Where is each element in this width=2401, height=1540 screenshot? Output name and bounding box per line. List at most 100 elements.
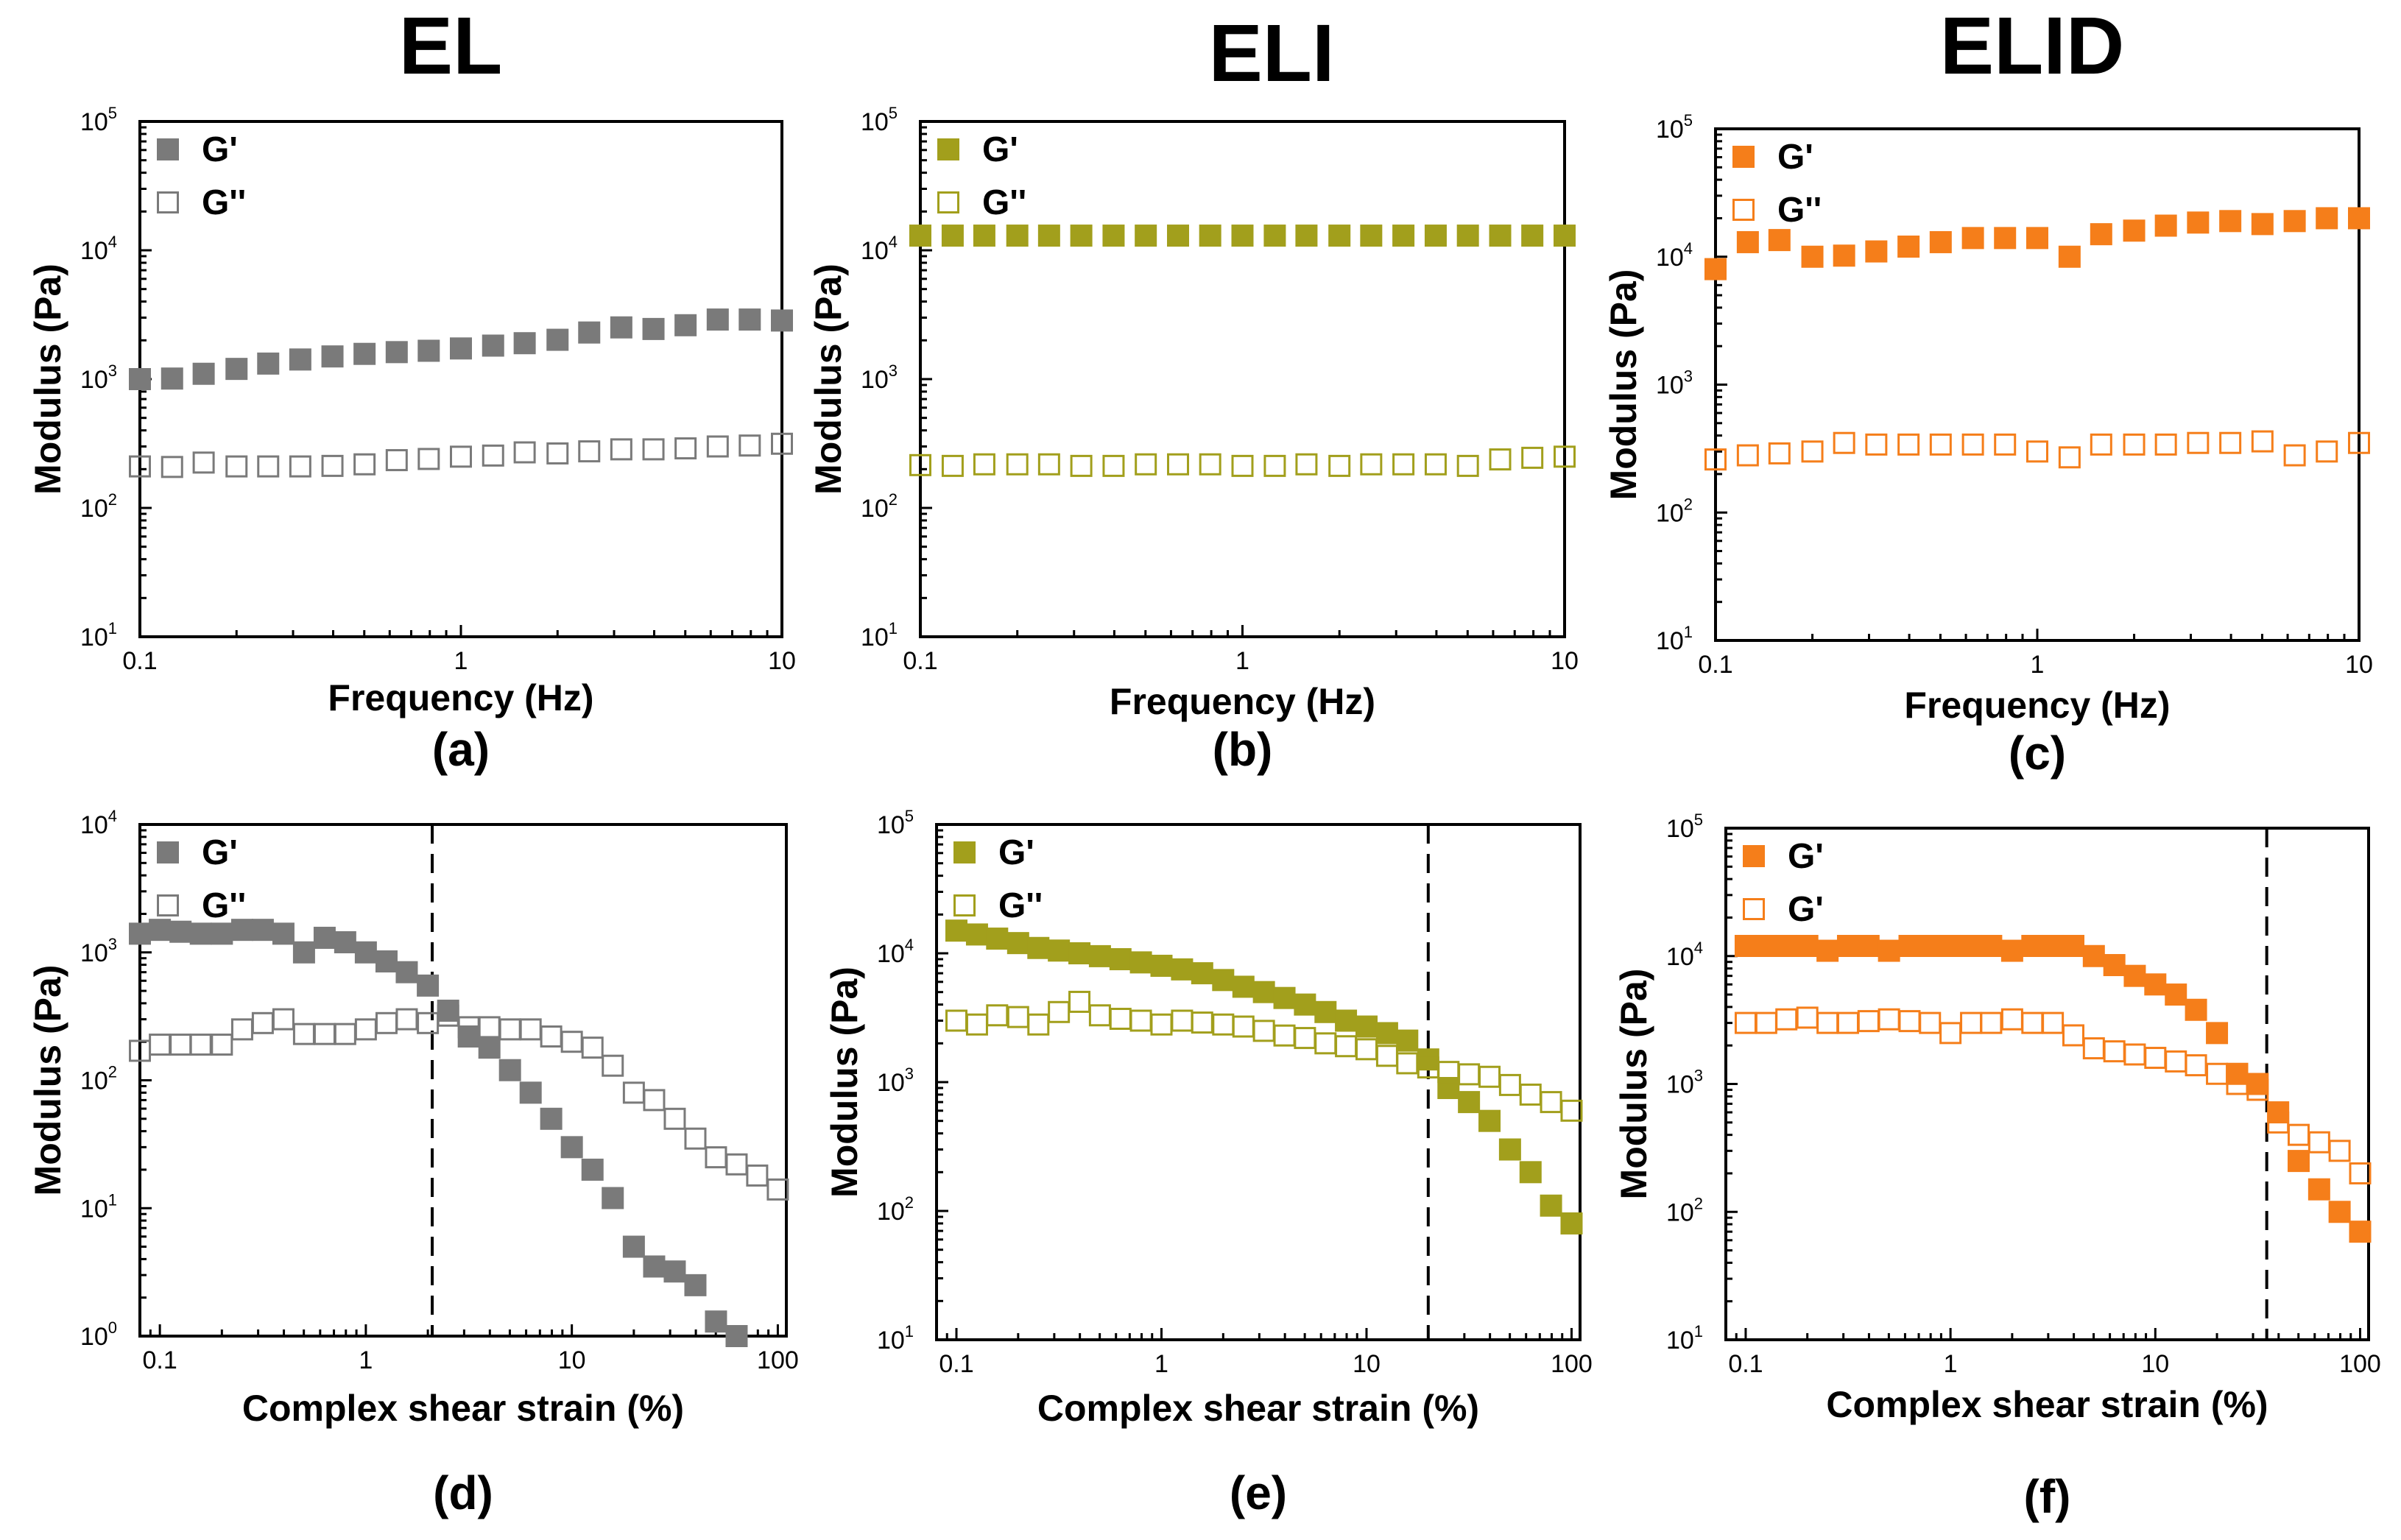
data-point-g-prime xyxy=(2307,1178,2330,1201)
y-tick-label: 104 xyxy=(1666,939,1703,971)
data-point-g-double-prime xyxy=(513,441,536,464)
data-point-g-prime xyxy=(292,941,315,964)
data-point-g-prime xyxy=(129,922,151,945)
data-point-g-double-prime xyxy=(986,1004,1009,1027)
data-point-g-prime xyxy=(1328,225,1351,247)
y-tick-label: 103 xyxy=(861,361,898,394)
data-point-g-double-prime xyxy=(1519,1083,1542,1106)
data-point-g-double-prime xyxy=(1231,454,1254,477)
data-point-g-prime xyxy=(1775,934,1798,957)
series-g-prime xyxy=(909,225,1576,247)
data-point-g-prime xyxy=(1129,951,1152,974)
data-point-g-double-prime xyxy=(450,445,472,468)
data-point-g-double-prime xyxy=(1768,442,1791,465)
data-point-g-prime xyxy=(705,1310,727,1333)
data-point-g-double-prime xyxy=(1088,1004,1111,1027)
data-point-g-prime xyxy=(1704,258,1727,280)
legend-marker-filled xyxy=(1743,845,1765,867)
data-point-g-double-prime xyxy=(1796,1006,1819,1029)
data-point-g-prime xyxy=(1392,225,1415,247)
data-point-g-double-prime xyxy=(2348,431,2370,454)
data-point-g-double-prime xyxy=(1540,1091,1562,1114)
legend-label: G' xyxy=(1788,837,1824,876)
data-point-g-double-prime xyxy=(482,444,504,467)
series-g-prime xyxy=(129,919,748,1347)
data-point-g-prime xyxy=(395,961,418,983)
x-axis-label: Frequency (Hz) xyxy=(1110,681,1375,722)
data-point-g-double-prime xyxy=(1801,440,1824,463)
data-point-g-prime xyxy=(725,1325,748,1347)
data-point-g-prime xyxy=(313,926,336,949)
data-point-g-prime xyxy=(1068,942,1091,964)
y-tick-label: 103 xyxy=(80,935,117,967)
y-tick-label: 101 xyxy=(1656,623,1693,655)
data-point-g-double-prime xyxy=(478,1016,501,1039)
data-point-g-prime xyxy=(272,922,295,945)
data-point-g-double-prime xyxy=(1232,1015,1255,1038)
legend-label: G' xyxy=(1788,890,1824,929)
data-point-g-prime xyxy=(1929,230,1952,253)
legend-label: G'' xyxy=(1777,191,1822,230)
data-point-g-double-prime xyxy=(1375,1045,1398,1067)
data-point-g-double-prime xyxy=(2328,1140,2351,1162)
y-tick-label: 101 xyxy=(877,1322,914,1354)
data-point-g-double-prime xyxy=(417,1011,440,1034)
data-point-g-prime xyxy=(1554,225,1576,247)
legend-marker-filled xyxy=(157,138,179,160)
data-point-g-double-prime xyxy=(1171,1009,1194,1032)
x-axis-label: Complex shear strain (%) xyxy=(242,1388,684,1429)
data-point-g-double-prime xyxy=(941,454,964,477)
data-point-g-prime xyxy=(321,345,344,368)
data-point-g-prime xyxy=(546,328,569,351)
data-point-g-double-prime xyxy=(1857,1010,1880,1033)
series-g-prime xyxy=(129,308,793,390)
data-point-g-double-prime xyxy=(581,1036,604,1059)
data-point-g-prime xyxy=(1167,225,1190,247)
x-tick-label: 0.1 xyxy=(1698,651,1732,679)
data-point-g-prime xyxy=(129,368,151,390)
x-tick-label: 10 xyxy=(1353,1350,1381,1378)
data-point-g-double-prime xyxy=(1734,1011,1757,1034)
panel-a: 0.1 1 10 101 102 103 104 105 Frequency (Hz) Modul… xyxy=(27,104,796,776)
data-point-g-prime xyxy=(2144,973,2167,996)
data-point-g-prime xyxy=(2090,223,2112,246)
data-point-g-prime xyxy=(1006,225,1029,247)
data-point-g-prime xyxy=(1768,229,1791,252)
data-point-g-prime xyxy=(1273,986,1296,1009)
x-tick-label: 100 xyxy=(757,1346,799,1374)
panel-d: 0.1 1 10 100 100 101 102 103 104 Complex shear st… xyxy=(27,807,799,1519)
data-point-g-prime xyxy=(149,919,172,942)
data-point-g-prime xyxy=(2246,1073,2269,1095)
x-axis-label: Frequency (Hz) xyxy=(1904,685,2170,726)
data-point-g-prime xyxy=(1489,225,1512,247)
data-point-g-prime xyxy=(1919,934,1942,957)
data-point-g-prime xyxy=(602,1187,624,1209)
y-axis-label: Modulus (Pa) xyxy=(1603,269,1644,501)
data-point-g-double-prime xyxy=(1865,433,1888,456)
data-point-g-double-prime xyxy=(2090,433,2112,456)
data-point-g-prime xyxy=(560,1136,583,1159)
data-point-g-double-prime xyxy=(2154,433,2177,456)
data-point-g-prime xyxy=(1360,225,1383,247)
x-tick-label: 0.1 xyxy=(122,647,157,675)
data-point-g-double-prime xyxy=(578,440,601,463)
data-point-g-prime xyxy=(1027,936,1050,959)
data-point-g-double-prime xyxy=(1314,1032,1337,1055)
data-point-g-prime xyxy=(1088,944,1111,967)
x-tick-label: 100 xyxy=(2339,1350,2381,1378)
data-point-g-double-prime xyxy=(1150,1013,1173,1036)
data-point-g-double-prime xyxy=(192,451,215,474)
data-point-g-double-prime xyxy=(289,455,311,478)
y-axis-label: Modulus (Pa) xyxy=(824,967,865,1198)
data-point-g-prime xyxy=(334,930,356,953)
data-point-g-double-prime xyxy=(560,1031,583,1053)
data-point-g-double-prime xyxy=(1898,1010,1921,1033)
data-point-g-prime xyxy=(1755,934,1777,957)
panel-b: 0.1 1 10 101 102 103 104 105 Frequency (Hz) Modul… xyxy=(808,104,1579,776)
data-point-g-double-prime xyxy=(1560,1099,1583,1122)
data-point-g-double-prime xyxy=(251,1011,274,1034)
data-point-g-double-prime xyxy=(1489,448,1512,471)
data-point-g-double-prime xyxy=(375,1011,398,1034)
data-point-g-prime xyxy=(1736,230,1759,253)
panel-label: (d) xyxy=(433,1466,493,1519)
